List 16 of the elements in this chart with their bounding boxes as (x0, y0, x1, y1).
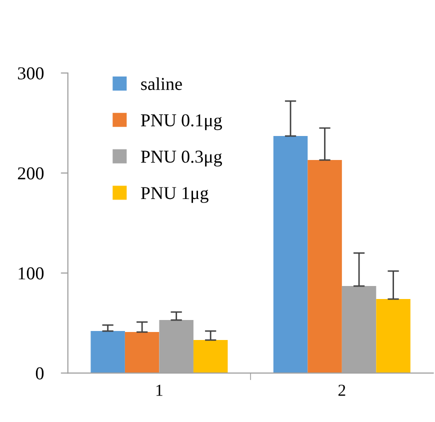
y-tick-label: 0 (36, 367, 44, 380)
legend-label: PNU 1μg (140, 187, 208, 203)
x-tick-label: 2 (338, 384, 346, 396)
y-tick-label: 300 (18, 67, 44, 80)
legend-label: saline (141, 77, 182, 90)
bar (90, 331, 125, 374)
bar (308, 160, 342, 374)
legend-label: PNU 0.3μg (140, 150, 222, 167)
bar (376, 299, 410, 374)
bar (273, 136, 308, 374)
x-tick-label: 1 (156, 384, 162, 396)
y-tick-label: 200 (18, 167, 44, 180)
legend-label: PNU 0.1μg (140, 114, 222, 130)
y-tick-label: 100 (18, 267, 44, 280)
bar (124, 332, 160, 374)
bar (193, 340, 228, 374)
